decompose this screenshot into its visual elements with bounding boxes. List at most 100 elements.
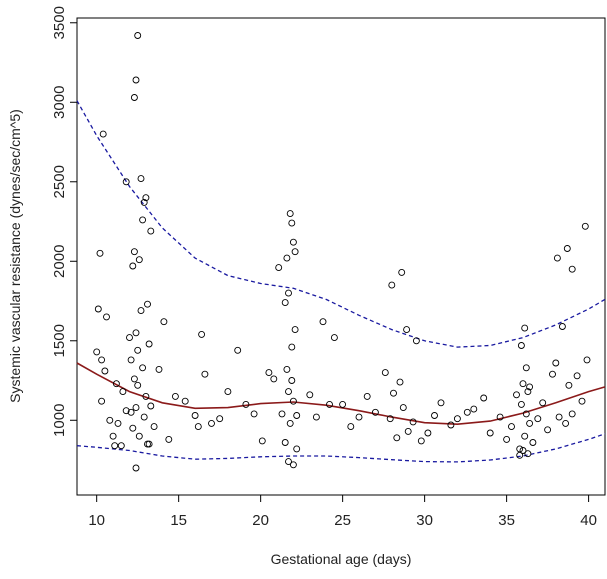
data-point [285,458,292,466]
data-point [285,388,292,396]
data-point [155,365,163,373]
data-point [522,410,530,418]
data-point [519,447,527,454]
data-point [208,419,215,427]
data-point [517,400,525,408]
data-point [496,413,504,421]
data-point [529,439,537,446]
data-point [132,464,140,472]
data-point [278,410,286,418]
data-point [130,248,138,256]
x-tick-label: 35 [498,512,515,529]
data-point [150,423,158,431]
data-point [130,94,138,101]
data-point [132,76,140,84]
data-point [552,359,560,367]
data-point [135,432,143,440]
data-point [578,397,586,405]
upper-band-curve [76,100,606,348]
data-point [139,216,147,224]
data-point [289,461,297,469]
x-tick-label: 20 [252,512,269,529]
data-point [140,198,148,206]
data-point [306,391,314,399]
data-point [521,324,529,332]
data-point [424,429,432,437]
x-tick-label: 40 [580,512,597,529]
y-tick-label: 3000 [51,86,68,119]
data-point [549,370,556,378]
data-point [453,415,461,423]
x-tick-label: 10 [88,512,105,529]
data-point [234,346,242,354]
data-point [412,337,420,345]
data-point [399,404,407,412]
data-point [250,410,258,418]
data-point [524,388,532,396]
axis-ticks: 10 15 20 25 30 35 40 1000 1500 2000 2500 3000 3500 [51,6,597,529]
data-point [539,399,547,407]
data-point [111,442,119,450]
data-point [201,370,209,378]
data-point [555,413,563,421]
data-point [393,434,401,442]
data-point [470,405,478,413]
data-point [553,254,561,262]
data-point [101,367,109,375]
data-point [109,432,117,440]
data-point [463,408,471,416]
data-point [363,392,371,400]
data-point [114,419,122,427]
data-point [326,400,333,408]
data-point [285,289,292,297]
data-point [390,389,397,397]
data-point [403,326,411,334]
data-point [93,348,101,356]
data-point [127,356,135,364]
data-point [388,281,396,289]
data-point [145,340,153,348]
data-point [191,412,199,419]
y-tick-label: 2500 [51,165,68,198]
data-point [508,423,515,431]
data-point [330,334,338,342]
data-point [480,394,488,402]
data-point [144,300,151,308]
data-point [122,178,130,186]
data-point [98,356,106,364]
data-point [573,372,581,380]
data-point [513,391,520,399]
data-point [288,219,296,227]
data-point [132,404,140,412]
data-point [396,378,404,386]
data-point [135,256,143,264]
data-point [289,397,297,405]
data-point [106,416,114,424]
data-point [347,423,355,431]
data-point [386,415,394,423]
data-point [181,397,189,405]
data-point [145,440,153,448]
data-point [319,318,327,326]
data-point [289,238,297,246]
data-point [581,222,589,230]
data-point [265,369,273,377]
data-point [447,421,455,429]
data-point [258,437,266,445]
data-point [216,415,224,423]
data-point [431,412,438,419]
data-point [224,388,232,396]
data-point [130,375,138,383]
data-point [521,432,529,440]
data-point [522,364,530,372]
data-point [99,130,107,138]
data-point [286,419,294,427]
data-point [398,268,406,276]
data-point [371,408,379,416]
data-point [112,380,120,388]
data-point [381,369,389,377]
data-point [270,375,278,383]
data-point [142,194,150,202]
data-point [140,413,148,421]
